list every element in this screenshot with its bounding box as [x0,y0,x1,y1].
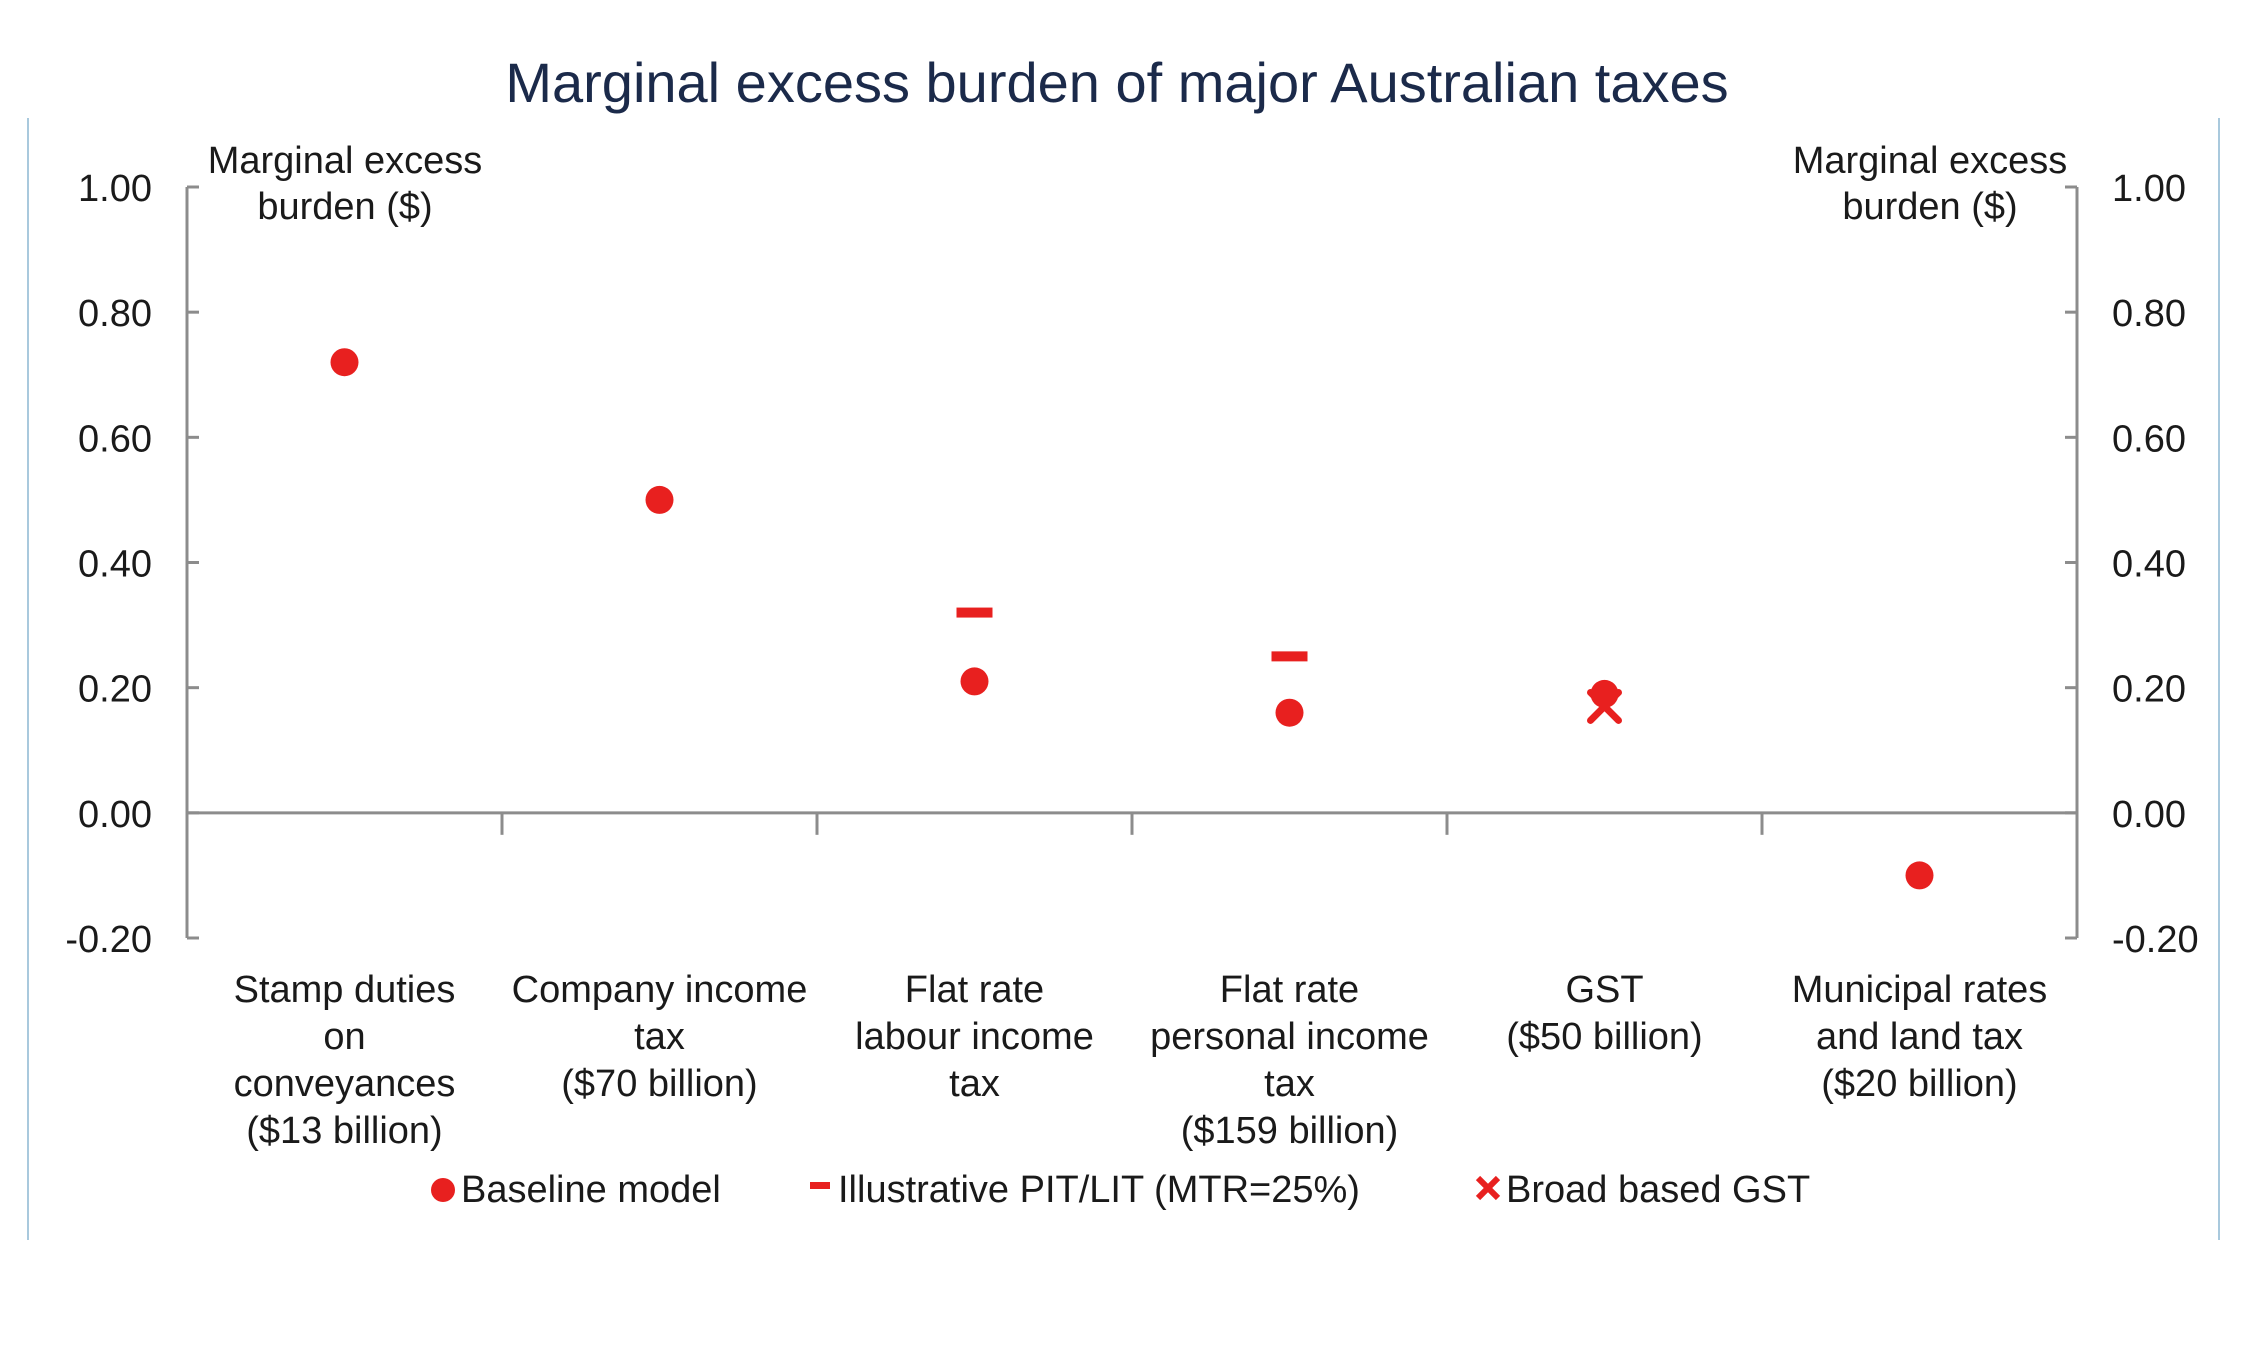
legend-label: Illustrative PIT/LIT (MTR=25%) [838,1169,1360,1211]
marker-illustrative-pit-lit [1271,651,1308,662]
category-label: ($50 billion) [1506,1016,1702,1058]
category-label: and land tax [1816,1016,2023,1058]
y-axis-title-right: Marginal excess [1793,140,2068,182]
category-label: Company income [512,969,808,1011]
y-tick-label-left: 0.20 [78,669,152,711]
category-label: Stamp duties [234,969,456,1011]
category-label: on [323,1016,365,1058]
legend-label: Baseline model [461,1169,721,1211]
legend-item: Broad based GST [1475,1169,1810,1211]
category-label: Flat rate [905,969,1044,1011]
category-labels-layer: Stamp duties on conveyances ($13 billion) Co… [234,969,2048,1152]
y-tick-label-right: -0.20 [2112,919,2199,961]
y-tick-label-right: 0.40 [2112,544,2186,586]
point-baseline-model [330,348,359,377]
category-label: tax [1264,1063,1315,1105]
y-tick-label-left: 1.00 [78,168,152,210]
category-label: personal income [1150,1016,1429,1058]
cross-stroke [1587,688,1622,724]
y-tick-label-right: 0.80 [2112,293,2186,335]
marker-illustrative-pit-lit [956,607,993,618]
legend-marker-cross-stroke [1475,1175,1501,1201]
y-tick-label-left: 0.60 [78,418,152,460]
legend-item: Baseline model [431,1169,721,1211]
category-label: ($20 billion) [1821,1063,2017,1105]
legend-marker-dash [810,1182,830,1189]
axes-layer [185,187,2079,938]
y-tick-label-left: 0.40 [78,544,152,586]
category-label: ($13 billion) [246,1110,442,1152]
category-label: conveyances [234,1063,456,1105]
category-label: ($159 billion) [1181,1110,1399,1152]
chart-title: Marginal excess burden of major Australi… [505,51,1728,114]
y-axis-title-left: Marginal excess [208,140,483,182]
y-tick-label-right: 1.00 [2112,168,2186,210]
point-baseline-model [1275,698,1304,727]
legend-label: Broad based GST [1506,1169,1810,1211]
y-tick-label-left: 0.00 [78,794,152,836]
category-label: tax [634,1016,685,1058]
category-label: Flat rate [1220,969,1359,1011]
y-tick-label-right: 0.00 [2112,794,2186,836]
y-ticks-layer: 1.00 1.00 0.80 0.80 0.60 0.60 0.40 0.40 0.20 0.20… [65,140,2198,961]
legend: Baseline model Illustrative PIT/LIT (MTR=… [431,1169,1810,1211]
category-label: labour income [855,1016,1094,1058]
y-axis-title-left: burden ($) [257,186,432,228]
y-tick-label-right: 0.20 [2112,669,2186,711]
point-baseline-model [645,485,674,514]
category-label: tax [949,1063,1000,1105]
legend-marker-circle [431,1178,455,1202]
point-baseline-model [1905,861,1934,890]
legend-item: Illustrative PIT/LIT (MTR=25%) [810,1169,1360,1211]
marker-broad-based-gst [1587,688,1622,724]
y-tick-label-right: 0.60 [2112,418,2186,460]
category-label: ($70 billion) [561,1063,757,1105]
point-baseline-model [960,667,989,696]
y-tick-label-left: -0.20 [65,919,152,961]
category-label: GST [1565,969,1643,1011]
category-label: Municipal rates [1792,969,2048,1011]
y-axis-title-right: burden ($) [1842,186,2017,228]
y-tick-label-left: 0.80 [78,293,152,335]
data-marks-layer [330,348,1934,890]
